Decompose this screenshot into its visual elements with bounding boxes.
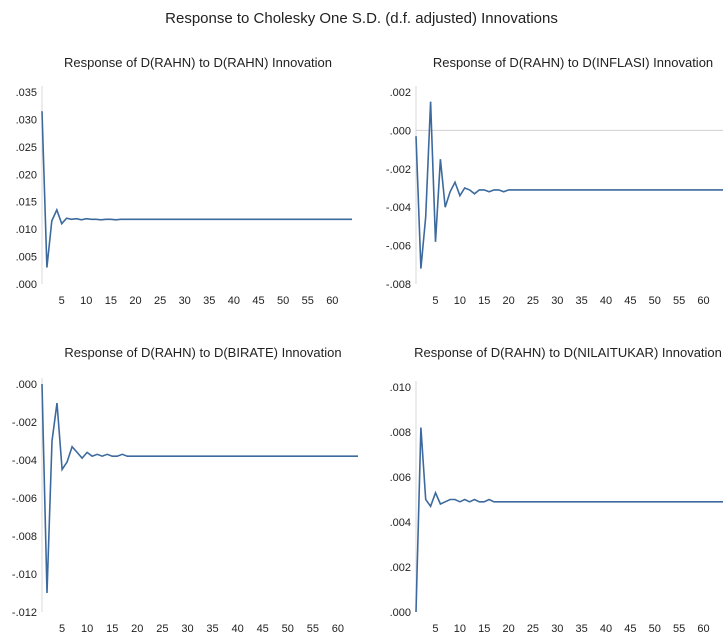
y-tick-label: .020 xyxy=(16,169,37,181)
x-tick-label: 5 xyxy=(432,623,438,635)
y-tick-label: .000 xyxy=(16,279,37,291)
y-tick-label: .000 xyxy=(390,607,411,619)
y-tick-label: .000 xyxy=(16,379,37,391)
x-tick-label: 20 xyxy=(131,623,143,635)
y-tick-label: .035 xyxy=(16,87,37,99)
panel-1: Response of D(RAHN) to D(RAHN) Innovatio… xyxy=(16,55,352,307)
figure-title: Response to Cholesky One S.D. (d.f. adju… xyxy=(165,10,558,27)
panel-title: Response of D(RAHN) to D(NILAITUKAR) Inn… xyxy=(414,345,722,360)
x-tick-label: 25 xyxy=(156,623,168,635)
y-tick-label: .010 xyxy=(390,382,411,394)
x-tick-label: 30 xyxy=(551,623,563,635)
panel-3: Response of D(RAHN) to D(BIRATE) Innovat… xyxy=(12,345,358,635)
x-tick-label: 40 xyxy=(231,623,243,635)
y-tick-label: .000 xyxy=(390,125,411,137)
y-tick-label: .015 xyxy=(16,197,37,209)
panel-title: Response of D(RAHN) to D(INFLASI) Innova… xyxy=(433,55,713,70)
x-tick-label: 45 xyxy=(257,623,269,635)
y-tick-label: .010 xyxy=(16,224,37,236)
y-tick-label: .002 xyxy=(390,562,411,574)
panel-title: Response of D(RAHN) to D(RAHN) Innovatio… xyxy=(64,55,332,70)
y-tick-label: -.004 xyxy=(12,455,37,467)
y-tick-label: -.006 xyxy=(386,241,411,253)
x-tick-label: 20 xyxy=(502,295,514,307)
response-line xyxy=(41,111,352,268)
y-tick-label: .005 xyxy=(16,252,37,264)
y-tick-label: .004 xyxy=(390,517,411,529)
x-tick-label: 55 xyxy=(673,623,685,635)
x-tick-label: 50 xyxy=(277,295,289,307)
y-tick-label: -.002 xyxy=(386,164,411,176)
x-tick-label: 60 xyxy=(332,623,344,635)
x-tick-label: 10 xyxy=(81,623,93,635)
x-tick-label: 30 xyxy=(181,623,193,635)
x-tick-label: 5 xyxy=(432,295,438,307)
panel-2: Response of D(RAHN) to D(INFLASI) Innova… xyxy=(386,55,723,307)
response-line xyxy=(415,427,723,613)
x-tick-label: 45 xyxy=(252,295,264,307)
x-tick-label: 45 xyxy=(624,295,636,307)
x-tick-label: 35 xyxy=(576,295,588,307)
y-tick-label: .025 xyxy=(16,142,37,154)
y-tick-label: -.006 xyxy=(12,493,37,505)
x-tick-label: 10 xyxy=(80,295,92,307)
response-line xyxy=(415,101,723,269)
x-tick-label: 15 xyxy=(105,295,117,307)
x-tick-label: 45 xyxy=(624,623,636,635)
x-tick-label: 30 xyxy=(551,295,563,307)
response-line xyxy=(41,383,358,594)
x-tick-label: 30 xyxy=(179,295,191,307)
x-tick-label: 5 xyxy=(59,295,65,307)
y-tick-label: -.002 xyxy=(12,417,37,429)
x-tick-label: 50 xyxy=(649,295,661,307)
panel-4: Response of D(RAHN) to D(NILAITUKAR) Inn… xyxy=(390,345,723,635)
panel-title: Response of D(RAHN) to D(BIRATE) Innovat… xyxy=(64,345,341,360)
y-tick-label: .030 xyxy=(16,114,37,126)
x-tick-label: 60 xyxy=(326,295,338,307)
x-tick-label: 60 xyxy=(697,623,709,635)
y-tick-label: -.012 xyxy=(12,607,37,619)
x-tick-label: 35 xyxy=(206,623,218,635)
x-tick-label: 55 xyxy=(307,623,319,635)
x-tick-label: 15 xyxy=(478,295,490,307)
y-tick-label: .002 xyxy=(390,87,411,99)
x-tick-label: 25 xyxy=(527,295,539,307)
x-tick-label: 10 xyxy=(454,623,466,635)
y-tick-label: -.008 xyxy=(12,531,37,543)
y-tick-label: -.008 xyxy=(386,279,411,291)
x-tick-label: 10 xyxy=(454,295,466,307)
y-tick-label: .008 xyxy=(390,427,411,439)
x-tick-label: 55 xyxy=(673,295,685,307)
y-tick-label: -.004 xyxy=(386,202,411,214)
x-tick-label: 20 xyxy=(502,623,514,635)
x-tick-label: 20 xyxy=(129,295,141,307)
x-tick-label: 55 xyxy=(302,295,314,307)
x-tick-label: 50 xyxy=(282,623,294,635)
x-tick-label: 5 xyxy=(59,623,65,635)
x-tick-label: 25 xyxy=(154,295,166,307)
x-tick-label: 40 xyxy=(600,295,612,307)
x-tick-label: 40 xyxy=(600,623,612,635)
x-tick-label: 50 xyxy=(649,623,661,635)
x-tick-label: 35 xyxy=(576,623,588,635)
x-tick-label: 40 xyxy=(228,295,240,307)
x-tick-label: 15 xyxy=(106,623,118,635)
x-tick-label: 35 xyxy=(203,295,215,307)
x-tick-label: 60 xyxy=(697,295,709,307)
x-tick-label: 25 xyxy=(527,623,539,635)
y-tick-label: .006 xyxy=(390,472,411,484)
y-tick-label: -.010 xyxy=(12,569,37,581)
x-tick-label: 15 xyxy=(478,623,490,635)
